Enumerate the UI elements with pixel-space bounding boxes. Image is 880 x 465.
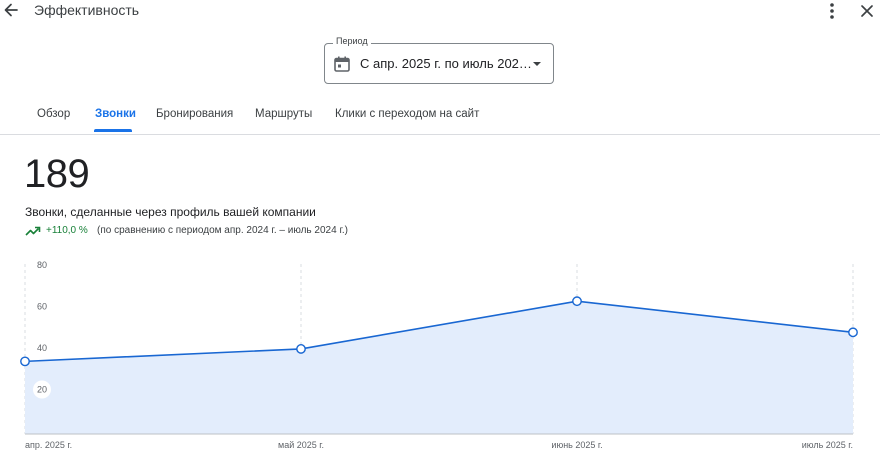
- close-button[interactable]: [858, 1, 876, 21]
- tab-directions[interactable]: Маршруты: [255, 108, 313, 120]
- tab-overview[interactable]: Обзор: [37, 108, 71, 120]
- y-tick-label: 40: [37, 343, 47, 353]
- y-tick-label: 80: [37, 260, 47, 270]
- active-tab-indicator: [94, 129, 132, 132]
- y-tick-label: 60: [37, 302, 47, 312]
- x-tick-label: июнь 2025 г.: [551, 440, 602, 450]
- tab-website-clicks[interactable]: Клики с переходом на сайт: [335, 108, 480, 120]
- more-vert-icon: [830, 3, 834, 19]
- more-options-button[interactable]: [823, 1, 841, 21]
- series-line: [24, 300, 854, 363]
- data-point: [848, 327, 858, 338]
- period-value: С апр. 2025 г. по июль 202…: [360, 56, 532, 71]
- data-point: [296, 344, 306, 354]
- trending-up-icon: [25, 226, 41, 236]
- calls-description: Звонки, сделанные через профиль вашей ко…: [25, 205, 316, 219]
- top-bar: Эффективность: [0, 0, 880, 24]
- x-tick-label: май 2025 г.: [278, 440, 324, 450]
- arrow-back-icon: [4, 3, 18, 17]
- period-select[interactable]: Период С апр. 2025 г. по июль 202…: [324, 36, 554, 84]
- tab-bar: Обзор Звонки Бронирования Маршруты Клики…: [0, 98, 880, 135]
- close-icon: [861, 5, 873, 17]
- calls-total: 189: [24, 152, 90, 196]
- dropdown-arrow-icon: [533, 62, 541, 66]
- page-title: Эффективность: [34, 2, 140, 18]
- calls-area-chart: 20 40 60 80 апр. 2025 г. май 2025 г. июнь 2025…: [20, 260, 858, 450]
- data-point: [20, 356, 30, 367]
- tab-bookings[interactable]: Бронирования: [156, 108, 234, 120]
- y-tick-label-bg: [33, 380, 51, 399]
- calls-chart: 20 40 60 80 апр. 2025 г. май 2025 г. июнь 2025…: [0, 258, 880, 460]
- x-tick-label: июль 2025 г.: [802, 440, 853, 450]
- trend-change: +110,0 %: [46, 225, 88, 236]
- tab-calls[interactable]: Звонки: [95, 108, 136, 120]
- x-tick-label: апр. 2025 г.: [25, 440, 72, 450]
- series-area: [25, 301, 853, 434]
- trend-comparison: (по сравнению с периодом апр. 2024 г. – …: [97, 225, 348, 236]
- period-label: Период: [333, 36, 371, 46]
- calendar-icon: [334, 56, 350, 72]
- back-button[interactable]: [2, 0, 20, 20]
- y-tick-label: 20: [37, 385, 47, 395]
- data-point: [572, 296, 582, 307]
